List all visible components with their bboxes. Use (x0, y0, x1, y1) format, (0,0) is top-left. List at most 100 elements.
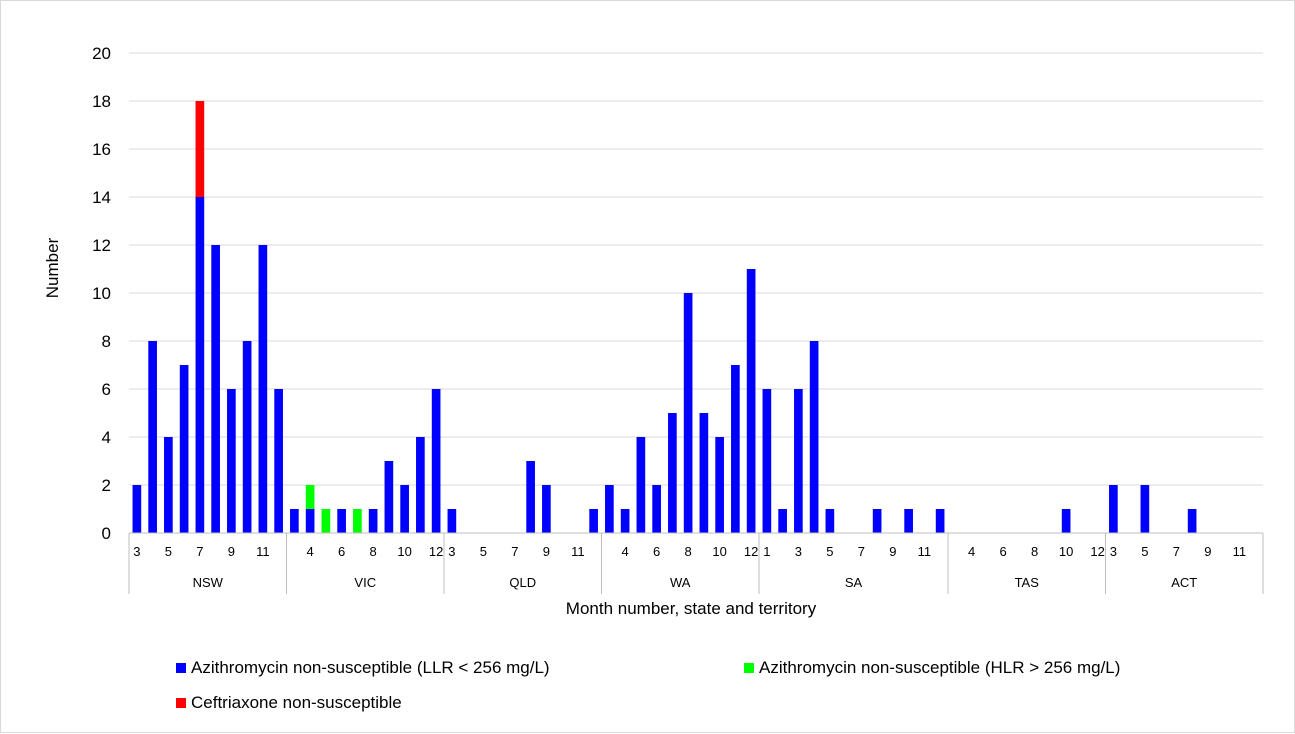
x-tick-label-qld-7: 7 (511, 544, 518, 559)
y-tick-label-10: 10 (92, 284, 111, 303)
y-tick-label-18: 18 (92, 92, 111, 111)
y-tick-label-20: 20 (92, 44, 111, 63)
bar-nsw-m3-s0 (132, 485, 142, 533)
legend-label-ceftriaxone: Ceftriaxone non-susceptible (191, 693, 402, 712)
x-tick-label-vic-6: 6 (338, 544, 345, 559)
x-tick-label-wa-12: 12 (744, 544, 758, 559)
bar-wa-m10-s0 (715, 437, 724, 533)
bar-vic-m11-s0 (416, 437, 425, 533)
bar-wa-m11-s0 (731, 365, 740, 533)
y-tick-label-14: 14 (92, 188, 111, 207)
bar-nsw-m5-s0 (164, 437, 173, 533)
bar-sa-m12-s0 (935, 509, 945, 533)
group-label-sa: SA (845, 575, 863, 590)
bar-nsw-m9-s0 (227, 389, 236, 533)
bar-vic-m9-s0 (384, 461, 394, 533)
x-tick-label-tas-12: 12 (1090, 544, 1104, 559)
x-tick-label-act-5: 5 (1141, 544, 1148, 559)
bar-act-m5-s0 (1140, 485, 1150, 533)
x-tick-label-nsw-7: 7 (196, 544, 203, 559)
legend-swatch-llr (176, 663, 186, 673)
bar-vic-m8-s0 (368, 509, 378, 533)
x-tick-label-sa-1: 1 (763, 544, 770, 559)
x-tick-label-sa-7: 7 (858, 544, 865, 559)
x-tick-label-nsw-9: 9 (228, 544, 235, 559)
bar-qld-m12-s0 (589, 509, 598, 533)
group-label-act: ACT (1171, 575, 1197, 590)
bar-wa-m12-s0 (746, 269, 756, 533)
y-tick-label-16: 16 (92, 140, 111, 159)
x-tick-label-sa-5: 5 (826, 544, 833, 559)
x-tick-label-wa-8: 8 (685, 544, 692, 559)
bar-qld-m9-s0 (542, 485, 551, 533)
x-tick-label-qld-3: 3 (448, 544, 455, 559)
x-tick-label-nsw-3: 3 (133, 544, 140, 559)
bar-wa-m8-s0 (683, 293, 693, 533)
x-tick-label-qld-5: 5 (480, 544, 487, 559)
x-tick-label-vic-4: 4 (307, 544, 314, 559)
legend-swatch-hlr (744, 663, 754, 673)
y-tick-label-2: 2 (102, 476, 111, 495)
x-tick-label-act-3: 3 (1110, 544, 1117, 559)
bar-nsw-m6-s0 (179, 365, 189, 533)
y-tick-label-4: 4 (102, 428, 111, 447)
x-tick-label-vic-10: 10 (397, 544, 411, 559)
x-tick-label-wa-4: 4 (622, 544, 629, 559)
x-tick-label-vic-8: 8 (370, 544, 377, 559)
legend-item-llr: Azithromycin non-susceptible (LLR < 256 … (176, 658, 550, 678)
bar-nsw-m11-s0 (258, 245, 268, 533)
bars (132, 101, 1197, 533)
x-tick-label-act-11: 11 (1233, 544, 1247, 559)
y-tick-label-12: 12 (92, 236, 111, 255)
x-tick-label-wa-6: 6 (653, 544, 660, 559)
bar-vic-m10-s0 (400, 485, 409, 533)
bar-vic-m4-s0 (305, 509, 315, 533)
group-label-nsw: NSW (193, 575, 224, 590)
bar-sa-m4-s0 (809, 341, 819, 533)
x-tick-label-nsw-11: 11 (256, 544, 270, 559)
bar-sa-m3-s0 (794, 389, 803, 533)
bar-act-m3-s0 (1109, 485, 1118, 533)
bar-vic-m6-s0 (337, 509, 346, 533)
bar-tas-m10-s0 (1061, 509, 1071, 533)
x-axis-title: Month number, state and territory (566, 599, 817, 618)
x-tick-label-act-9: 9 (1204, 544, 1211, 559)
bar-vic-m4-s1 (305, 485, 315, 509)
bar-wa-m9-s0 (699, 413, 709, 533)
gridlines (129, 52, 1263, 486)
bar-nsw-m8-s0 (211, 245, 220, 533)
bar-sa-m1-s0 (762, 389, 772, 533)
bar-qld-m3-s0 (447, 509, 457, 533)
x-tick-label-sa-11: 11 (918, 544, 932, 559)
legend-label-hlr: Azithromycin non-susceptible (HLR > 256 … (759, 658, 1121, 677)
bar-sa-m10-s0 (904, 509, 913, 533)
y-tick-label-0: 0 (102, 524, 111, 543)
bar-act-m8-s0 (1187, 509, 1197, 533)
group-label-tas: TAS (1015, 575, 1040, 590)
x-tick-label-qld-11: 11 (571, 544, 585, 559)
x-tick-label-sa-9: 9 (889, 544, 896, 559)
bar-vic-m7-s1 (353, 509, 362, 533)
x-tick-label-tas-4: 4 (968, 544, 975, 559)
bar-wa-m7-s0 (668, 413, 677, 533)
legend-item-hlr: Azithromycin non-susceptible (HLR > 256 … (744, 658, 1120, 678)
legend-label-llr: Azithromycin non-susceptible (LLR < 256 … (191, 658, 550, 677)
bar-sa-m5-s0 (825, 509, 835, 533)
bar-nsw-m10-s0 (242, 341, 252, 533)
group-label-qld: QLD (509, 575, 536, 590)
bar-wa-m6-s0 (652, 485, 661, 533)
x-tick-label-qld-9: 9 (543, 544, 550, 559)
x-tick-label-tas-10: 10 (1059, 544, 1073, 559)
bar-nsw-m12-s0 (274, 389, 283, 533)
bar-wa-m3-s0 (605, 485, 614, 533)
x-tick-label-sa-3: 3 (795, 544, 802, 559)
bar-nsw-m7-s2 (195, 101, 205, 197)
x-tick-label-vic-12: 12 (429, 544, 443, 559)
legend-item-ceftriaxone: Ceftriaxone non-susceptible (176, 693, 402, 713)
bar-nsw-m7-s0 (195, 197, 205, 533)
bar-vic-m5-s1 (321, 509, 331, 533)
x-tick-label-tas-6: 6 (1000, 544, 1007, 559)
